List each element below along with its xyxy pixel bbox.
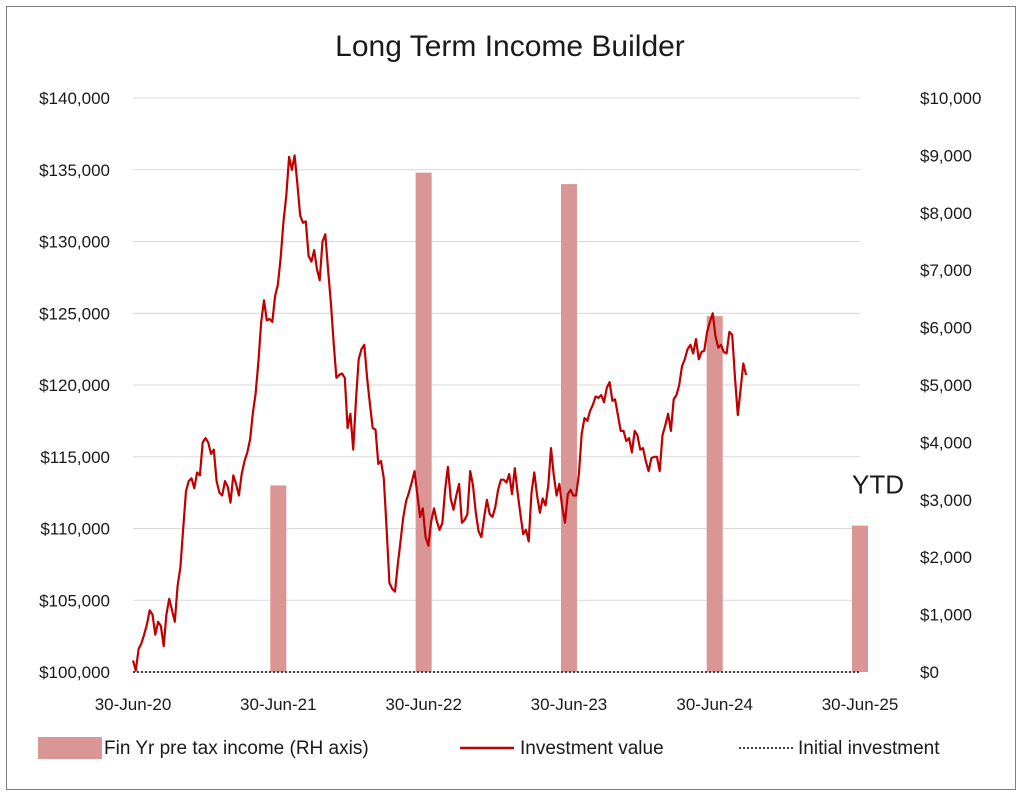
- income-bar: [560, 184, 577, 672]
- investment-value-line: [131, 154, 748, 672]
- chart-title: Long Term Income Builder: [335, 30, 685, 63]
- y-left-tick-label: $135,000: [39, 161, 110, 180]
- y-left-tick-label: $115,000: [40, 448, 110, 467]
- x-tick-label: 30-Jun-22: [385, 695, 462, 714]
- x-tick-label: 30-Jun-25: [822, 695, 899, 714]
- x-tick-label: 30-Jun-23: [531, 695, 608, 714]
- x-axis-ticks: 30-Jun-20 30-Jun-21 30-Jun-22 30-Jun-23 30-J…: [95, 695, 899, 714]
- investment-value-layer: [131, 154, 748, 672]
- annotations: YTD: [852, 470, 904, 500]
- gridlines: [133, 97, 860, 673]
- legend: Fin Yr pre tax income (RH axis) Investme…: [38, 737, 940, 759]
- income-bar: [270, 485, 287, 672]
- y-right-tick-label: $9,000: [920, 146, 972, 165]
- right-axis-ticks: $0 $1,000 $2,000 $3,000 $4,000 $5,000 $6,000 $7…: [920, 89, 981, 682]
- y-left-tick-label: $110,000: [40, 520, 110, 539]
- y-left-tick-label: $105,000: [39, 591, 110, 610]
- x-tick-label: 30-Jun-24: [676, 695, 753, 714]
- legend-label-initial: Initial investment: [798, 738, 940, 759]
- income-bar: [852, 525, 868, 672]
- y-left-tick-label: $130,000: [39, 233, 110, 252]
- income-bar: [415, 172, 432, 672]
- y-right-tick-label: $8,000: [920, 204, 972, 223]
- legend-label-investment: Investment value: [520, 738, 664, 759]
- ytd-annotation: YTD: [852, 470, 904, 500]
- x-tick-label: 30-Jun-21: [240, 695, 317, 714]
- y-right-tick-label: $4,000: [920, 433, 972, 452]
- y-left-tick-label: $100,000: [39, 663, 110, 682]
- income-bar: [706, 316, 723, 672]
- y-right-tick-label: $0: [920, 663, 939, 682]
- legend-label-income: Fin Yr pre tax income (RH axis): [104, 738, 369, 759]
- income-bars: [270, 172, 868, 672]
- y-right-tick-label: $2,000: [920, 548, 972, 567]
- y-right-tick-label: $1,000: [920, 606, 972, 625]
- chart-frame: [6, 6, 1016, 790]
- y-right-tick-label: $6,000: [920, 319, 972, 338]
- y-right-tick-label: $10,000: [920, 89, 981, 108]
- legend-swatch-income: [38, 737, 102, 759]
- x-tick-label: 30-Jun-20: [95, 695, 172, 714]
- y-left-tick-label: $120,000: [39, 376, 110, 395]
- left-axis-ticks: $100,000 $105,000 $110,000 $115,000 $120,000…: [39, 89, 110, 682]
- y-right-tick-label: $7,000: [920, 261, 972, 280]
- y-left-tick-label: $140,000: [39, 89, 110, 108]
- y-left-tick-label: $125,000: [39, 304, 110, 323]
- y-right-tick-label: $5,000: [920, 376, 972, 395]
- y-right-tick-label: $3,000: [920, 491, 972, 510]
